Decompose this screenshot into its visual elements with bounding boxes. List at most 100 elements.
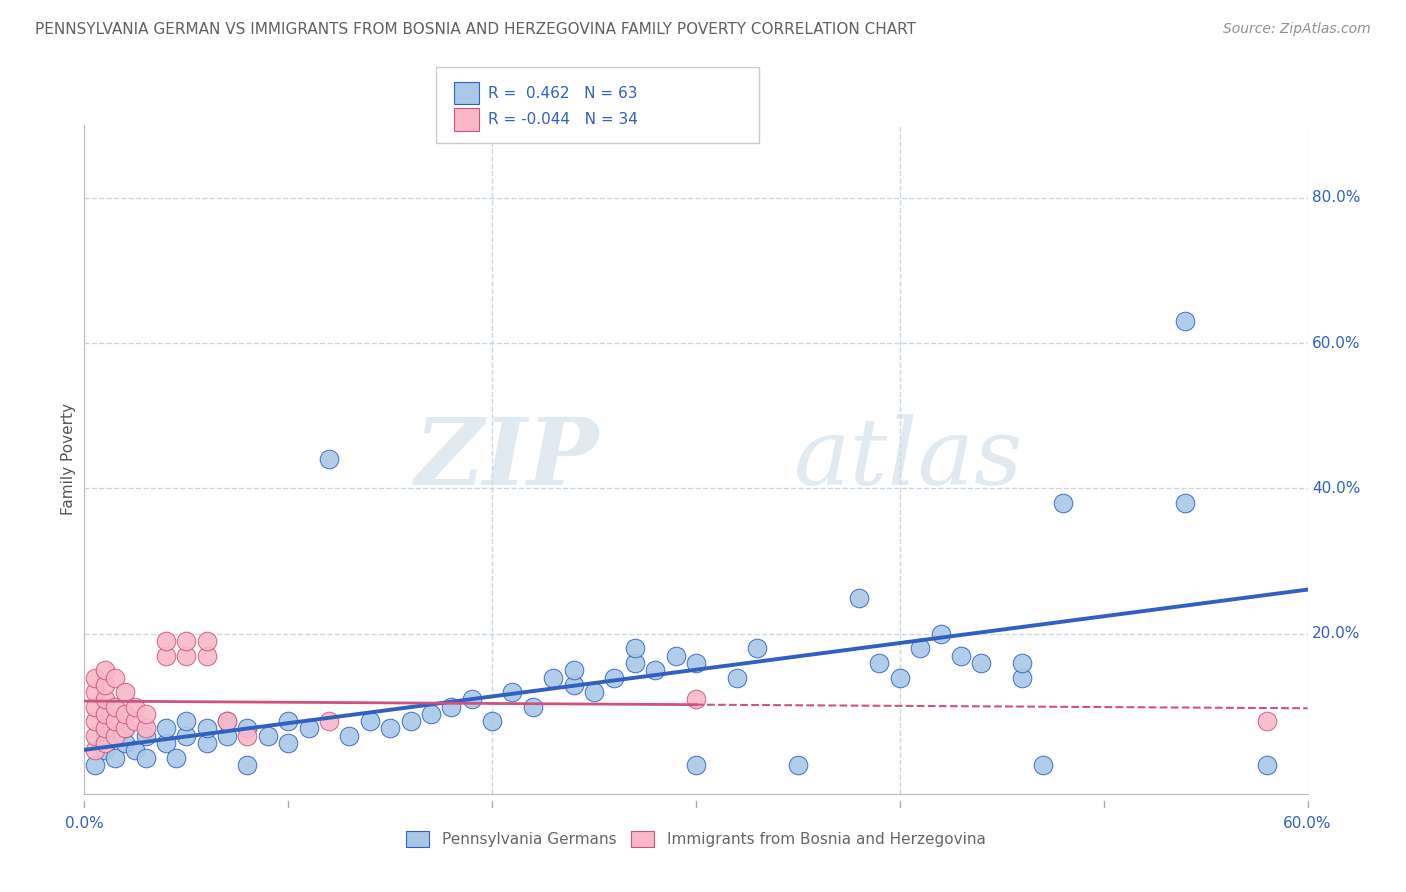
Y-axis label: Family Poverty: Family Poverty	[60, 403, 76, 516]
Point	[93, 663, 115, 677]
Point	[104, 729, 127, 743]
Point	[155, 648, 177, 663]
Point	[83, 729, 105, 743]
Point	[135, 722, 157, 736]
Point	[195, 634, 218, 648]
Point	[114, 706, 136, 721]
Point	[104, 750, 127, 764]
Point	[93, 692, 115, 706]
Point	[1011, 671, 1033, 685]
Point	[624, 656, 647, 670]
Point	[83, 671, 105, 685]
Text: 20.0%: 20.0%	[1312, 626, 1360, 641]
Point	[685, 757, 707, 772]
Text: PENNSYLVANIA GERMAN VS IMMIGRANTS FROM BOSNIA AND HERZEGOVINA FAMILY POVERTY COR: PENNSYLVANIA GERMAN VS IMMIGRANTS FROM B…	[35, 22, 917, 37]
Text: 40.0%: 40.0%	[1312, 481, 1360, 496]
Point	[1011, 656, 1033, 670]
Point	[522, 699, 544, 714]
Point	[562, 663, 585, 677]
Point	[1174, 496, 1197, 510]
Point	[155, 722, 177, 736]
Point	[135, 706, 157, 721]
Point	[399, 714, 422, 728]
Point	[787, 757, 810, 772]
Point	[83, 714, 105, 728]
Point	[685, 692, 707, 706]
Point	[93, 736, 115, 750]
Point	[1052, 496, 1074, 510]
Point	[155, 634, 177, 648]
Point	[135, 729, 157, 743]
Point	[114, 736, 136, 750]
Point	[644, 663, 666, 677]
Point	[298, 722, 321, 736]
Point	[114, 722, 136, 736]
Point	[195, 736, 218, 750]
Point	[124, 699, 146, 714]
Text: 60.0%: 60.0%	[1284, 816, 1331, 831]
Point	[277, 714, 299, 728]
Point	[440, 699, 463, 714]
Point	[195, 648, 218, 663]
Point	[543, 671, 565, 685]
Point	[603, 671, 626, 685]
Point	[624, 641, 647, 656]
Point	[217, 714, 239, 728]
Point	[217, 714, 239, 728]
Point	[124, 743, 146, 757]
Point	[174, 714, 197, 728]
Text: R =  0.462   N = 63: R = 0.462 N = 63	[488, 86, 637, 101]
Point	[174, 729, 197, 743]
Text: atlas: atlas	[794, 415, 1024, 504]
Text: 80.0%: 80.0%	[1312, 190, 1360, 205]
Point	[155, 736, 177, 750]
Point	[195, 722, 218, 736]
Point	[1256, 714, 1278, 728]
Point	[1174, 314, 1197, 328]
Point	[747, 641, 769, 656]
Point	[664, 648, 686, 663]
Point	[93, 743, 115, 757]
Point	[104, 714, 127, 728]
Point	[83, 699, 105, 714]
Point	[725, 671, 748, 685]
Point	[1032, 757, 1054, 772]
Point	[124, 714, 146, 728]
Text: Source: ZipAtlas.com: Source: ZipAtlas.com	[1223, 22, 1371, 37]
Point	[461, 692, 484, 706]
Point	[83, 685, 105, 699]
Point	[236, 729, 259, 743]
Point	[1256, 757, 1278, 772]
Point	[114, 722, 136, 736]
Point	[104, 671, 127, 685]
Point	[339, 729, 360, 743]
Point	[562, 678, 585, 692]
Legend: Pennsylvania Germans, Immigrants from Bosnia and Herzegovina: Pennsylvania Germans, Immigrants from Bo…	[401, 825, 991, 853]
Point	[380, 722, 402, 736]
Point	[257, 729, 280, 743]
Point	[165, 750, 187, 764]
Text: ZIP: ZIP	[413, 415, 598, 504]
Point	[174, 634, 197, 648]
Point	[114, 685, 136, 699]
Point	[93, 722, 115, 736]
Point	[420, 706, 443, 721]
Point	[217, 729, 239, 743]
Point	[869, 656, 891, 670]
Point	[501, 685, 523, 699]
Point	[970, 656, 993, 670]
Text: R = -0.044   N = 34: R = -0.044 N = 34	[488, 112, 638, 128]
Point	[83, 743, 105, 757]
Point	[685, 656, 707, 670]
Point	[104, 699, 127, 714]
Point	[93, 706, 115, 721]
Point	[950, 648, 973, 663]
Point	[83, 757, 105, 772]
Point	[277, 736, 299, 750]
Point	[582, 685, 605, 699]
Point	[93, 678, 115, 692]
Point	[93, 729, 115, 743]
Point	[481, 714, 503, 728]
Text: 60.0%: 60.0%	[1312, 335, 1360, 351]
Point	[359, 714, 381, 728]
